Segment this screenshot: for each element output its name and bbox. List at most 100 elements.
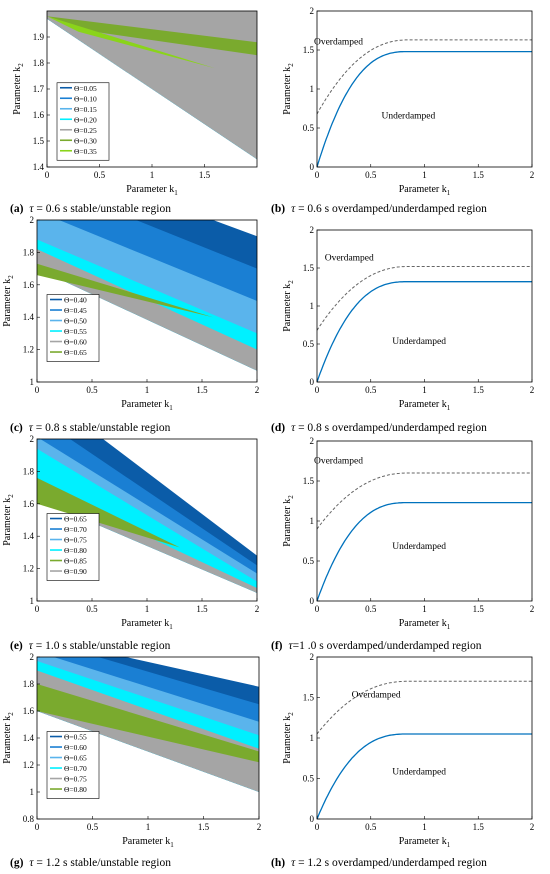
x-tick-label: 0.5	[365, 822, 377, 832]
y-tick-label: 0.5	[303, 123, 315, 133]
x-axis-label-subscript: 1	[447, 404, 451, 412]
y-axis-label-subscript: 2	[287, 712, 295, 716]
x-tick-label: 1	[146, 822, 151, 832]
panel-caption: (h) τ = 1.2 s overdamped/underdamped regi…	[271, 857, 487, 869]
caption-tau: τ	[29, 640, 34, 652]
caption-text: = 1.2 s overdamped/underdamped region	[295, 857, 487, 869]
x-tick-label: 1	[422, 822, 427, 832]
caption-letter: (b)	[271, 203, 285, 215]
legend-label-0: Θ=0.05	[74, 84, 97, 93]
underdamped-label: Underdamped	[392, 337, 446, 347]
legend-box	[46, 731, 100, 799]
y-tick-label: 0	[310, 596, 315, 606]
x-tick-label: 0	[315, 170, 320, 180]
caption-tau: τ	[291, 857, 296, 869]
x-tick-label: 0.5	[86, 385, 98, 395]
x-axis-label: Parameter k1	[121, 399, 173, 412]
y-tick-label: 1.6	[23, 280, 35, 290]
x-tick-label: 1	[145, 604, 150, 614]
x-tick-label: 0	[35, 822, 40, 832]
y-tick-label: 1.4	[23, 733, 35, 743]
y-tick-label: 2	[30, 215, 35, 225]
y-axis-label-subscript: 2	[17, 63, 25, 67]
overdamped-boundary-line	[317, 39, 532, 115]
legend-label-2: Θ=0.65	[64, 754, 87, 763]
stability-wedge-0	[37, 477, 180, 548]
plot-area	[317, 472, 532, 601]
caption-text: = 0.6 s stable/unstable region	[34, 203, 172, 215]
y-tick-label: 1.4	[23, 531, 35, 541]
legend-label-1: Θ=0.60	[64, 743, 87, 752]
x-axis-label: Parameter k1	[122, 836, 174, 849]
caption-text: = 0.8 s stable/unstable region	[33, 422, 171, 434]
y-tick-label: 1.6	[33, 110, 45, 120]
y-tick-label: 1.5	[303, 45, 315, 55]
underdamped-boundary-line	[317, 501, 532, 601]
plot-area	[317, 39, 532, 167]
y-tick-label: 2	[30, 652, 35, 662]
y-axis-label-text: Parameter k	[2, 716, 13, 764]
x-tick-label: 2	[257, 822, 262, 832]
legend-label-5: Θ=0.90	[64, 567, 87, 576]
legend-label-3: Θ=0.55	[64, 327, 87, 336]
underdamped-boundary-line	[317, 50, 532, 167]
x-axis-label-text: Parameter k	[121, 618, 169, 629]
x-axis-label: Parameter k1	[121, 618, 173, 631]
x-tick-label: 0.5	[86, 604, 98, 614]
legend-label-1: Θ=0.45	[64, 306, 87, 315]
y-tick-label: 0	[310, 162, 315, 172]
caption-tau: τ	[29, 422, 34, 434]
y-tick-label: 1	[30, 787, 35, 797]
x-tick-label: 1.5	[196, 385, 208, 395]
x-tick-label: 1.5	[473, 385, 485, 395]
plot-area	[317, 266, 532, 382]
x-axis-label-subscript: 1	[174, 189, 178, 197]
overdamped-label: Overdamped	[352, 691, 401, 701]
y-axis-label: Parameter k2	[2, 712, 15, 764]
x-tick-label: 0	[35, 604, 40, 614]
x-axis-label-text: Parameter k	[399, 399, 447, 410]
panel-a: Θ=0.05Θ=0.10 Θ=0.15Θ=0.20 Θ=0.25Θ=0.30 Θ=0.…	[10, 10, 258, 215]
x-axis-label-subscript: 1	[169, 404, 173, 412]
y-axis-label: Parameter k2	[2, 275, 15, 327]
legend: Θ=0.40Θ=0.45 Θ=0.50Θ=0.55 Θ=0.60Θ=0.65	[46, 294, 100, 362]
x-axis-label-text: Parameter k	[399, 184, 447, 195]
x-axis-label-text: Parameter k	[121, 399, 169, 410]
x-axis-label-subscript: 1	[447, 841, 451, 849]
x-tick-label: 0	[315, 604, 320, 614]
legend-label-4: Θ=0.85	[64, 557, 87, 566]
overdamped-label: Overdamped	[314, 456, 363, 466]
legend-label-5: Θ=0.80	[64, 785, 87, 794]
y-axis-label: Parameter k2	[282, 63, 295, 115]
panel-caption: (a) τ = 0.6 s stable/unstable region	[10, 203, 171, 215]
overdamped-boundary-line	[317, 680, 532, 735]
underdamped-boundary-line	[317, 733, 532, 819]
legend-box	[56, 82, 110, 161]
y-axis-label-text: Parameter k	[282, 284, 293, 332]
y-tick-label: 1.6	[23, 706, 35, 716]
y-tick-label: 1	[30, 377, 35, 387]
y-axis-label: Parameter k2	[282, 495, 295, 547]
y-tick-label: 0.8	[23, 814, 35, 824]
y-tick-label: 2	[310, 225, 315, 235]
x-tick-label: 1.5	[199, 170, 211, 180]
x-tick-label: 2	[530, 385, 535, 395]
panel-caption: (e) τ = 1.0 s stable/unstable region	[10, 640, 171, 652]
y-axis-label: Parameter k2	[12, 63, 25, 115]
y-axis-label-text: Parameter k	[2, 279, 13, 327]
legend-label-4: Θ=0.75	[64, 775, 87, 784]
y-tick-label: 2	[310, 436, 315, 446]
y-tick-label: 1	[310, 733, 315, 743]
x-tick-label: 1	[422, 170, 427, 180]
y-axis-label-subscript: 2	[287, 495, 295, 499]
y-tick-label: 0	[310, 814, 315, 824]
x-tick-label: 1	[422, 604, 427, 614]
y-tick-label: 1.5	[303, 693, 315, 703]
y-tick-label: 1	[310, 84, 315, 94]
caption-tau: τ	[291, 422, 296, 434]
x-tick-label: 0	[35, 385, 40, 395]
x-tick-label: 0	[315, 822, 320, 832]
y-tick-label: 0.5	[303, 774, 315, 784]
